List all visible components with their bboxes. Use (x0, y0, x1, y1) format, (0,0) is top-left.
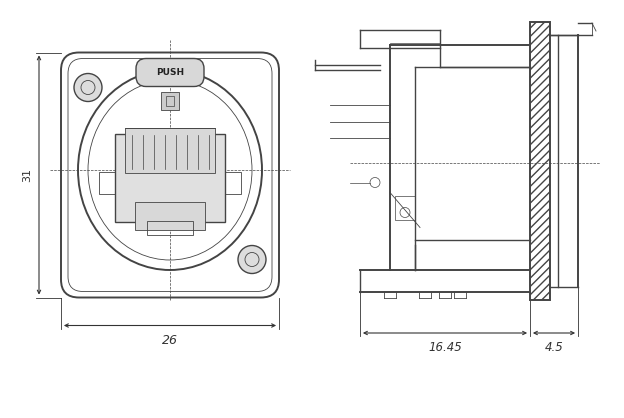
Bar (530, 22, 550, 300)
Text: 16.45: 16.45 (428, 341, 462, 354)
Circle shape (74, 74, 102, 102)
Text: 26: 26 (162, 334, 178, 347)
Text: 31: 31 (22, 168, 32, 182)
Bar (225, 172, 241, 194)
Bar (395, 196, 415, 219)
Bar (161, 92, 179, 110)
Bar (147, 221, 193, 235)
Text: PUSH: PUSH (156, 68, 184, 77)
Circle shape (238, 245, 266, 273)
Bar (166, 95, 174, 105)
Bar (135, 202, 205, 230)
Bar (115, 134, 225, 222)
Bar (125, 128, 215, 173)
Text: 4.5: 4.5 (545, 341, 563, 354)
FancyBboxPatch shape (136, 59, 204, 87)
Bar (99, 172, 115, 194)
